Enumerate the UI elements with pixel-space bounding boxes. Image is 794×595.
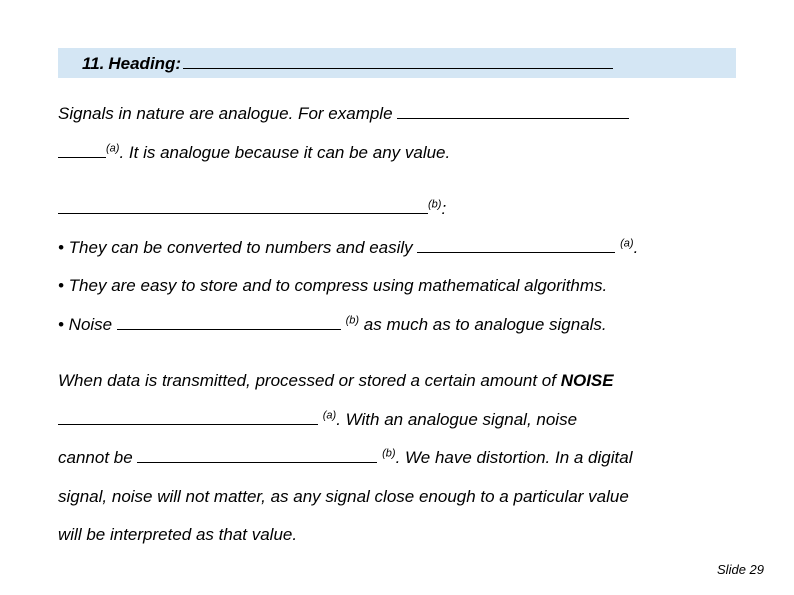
p1-text1: Signals in nature are analogue. For exam… [58, 104, 397, 123]
paragraph-3c: cannot be (b). We have distortion. In a … [58, 440, 736, 477]
p3-text2: . With an analogue signal, noise [336, 410, 577, 429]
p3-text1: When data is transmitted, processed or s… [58, 371, 561, 390]
sup-a-2: (a) [620, 237, 633, 249]
paragraph-3a: When data is transmitted, processed or s… [58, 363, 736, 400]
paragraph-1b: (a). It is analogue because it can be an… [58, 135, 736, 172]
slide-number: Slide 29 [717, 562, 764, 577]
p3-blank-a [58, 408, 318, 425]
paragraph-3d: signal, noise will not matter, as any si… [58, 479, 736, 516]
p3-text5: signal, noise will not matter, as any si… [58, 487, 629, 506]
b2-text: • They are easy to store and to compress… [58, 276, 607, 295]
p3-text4: . We have distortion. In a digital [396, 448, 633, 467]
p2-blank [58, 197, 428, 214]
paragraph-2: (b): [58, 191, 736, 228]
heading-label: Heading: [108, 54, 181, 74]
b3-blank [117, 313, 341, 330]
sup-b-1: (b) [428, 198, 441, 210]
b3-text2: as much as to analogue signals. [359, 315, 607, 334]
sup-b-3: (b) [382, 448, 395, 460]
sup-b-2: (b) [346, 314, 359, 326]
paragraph-3b: (a). With an analogue signal, noise [58, 402, 736, 439]
p3-blank-b [137, 446, 377, 463]
b1-blank [417, 236, 615, 253]
bullet-2: • They are easy to store and to compress… [58, 268, 736, 305]
content: Signals in nature are analogue. For exam… [58, 96, 736, 554]
p3-text6: will be interpreted as that value. [58, 525, 297, 544]
p1-blank-a [397, 102, 629, 119]
bullet-3: • Noise (b) as much as to analogue signa… [58, 307, 736, 344]
bullet-1: • They can be converted to numbers and e… [58, 230, 736, 267]
heading-bar: 11. Heading: [58, 48, 736, 78]
b1-text: • They can be converted to numbers and e… [58, 238, 417, 257]
heading-blank [183, 52, 613, 69]
p1-text2: . It is analogue because it can be any v… [119, 143, 450, 162]
p3-text3: cannot be [58, 448, 137, 467]
paragraph-3e: will be interpreted as that value. [58, 517, 736, 554]
p1-blank-b [58, 141, 106, 158]
heading-number: 11. [82, 54, 104, 74]
b1-dot: . [634, 238, 639, 257]
paragraph-1: Signals in nature are analogue. For exam… [58, 96, 736, 133]
sup-a-3: (a) [323, 409, 336, 421]
b3-text1: • Noise [58, 315, 117, 334]
sup-a-1: (a) [106, 142, 119, 154]
p2-colon: : [441, 199, 446, 218]
noise-bold: NOISE [561, 371, 614, 390]
